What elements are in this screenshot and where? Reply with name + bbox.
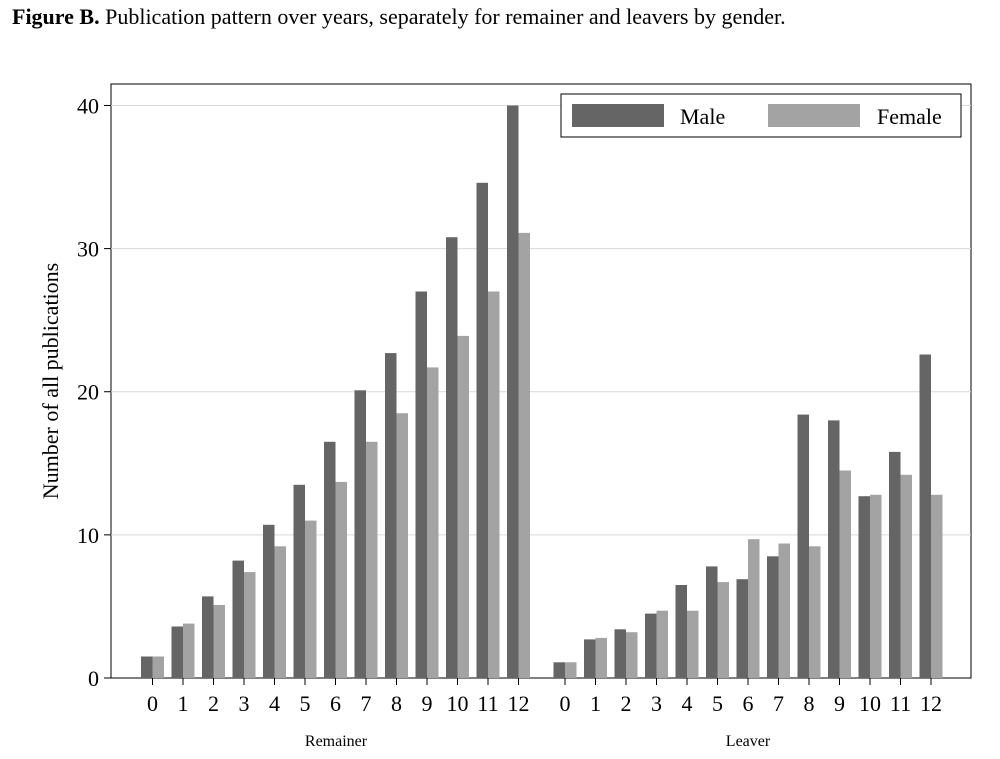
bar-leaver-male-0 bbox=[553, 662, 565, 678]
legend-label-male: Male bbox=[680, 104, 725, 129]
bar-remainer-female-4 bbox=[274, 546, 286, 678]
x-tick-label: 3 bbox=[239, 691, 250, 716]
x-tick-label: 7 bbox=[361, 691, 372, 716]
legend-label-female: Female bbox=[877, 104, 942, 129]
x-tick-label: 7 bbox=[773, 691, 784, 716]
x-tick-label: 11 bbox=[477, 691, 498, 716]
bar-leaver-male-11 bbox=[889, 451, 901, 678]
bar-remainer-female-3 bbox=[244, 572, 256, 678]
bar-leaver-female-12 bbox=[931, 494, 943, 678]
bar-leaver-female-0 bbox=[565, 662, 577, 678]
plot-frame bbox=[110, 83, 972, 679]
bar-leaver-male-2 bbox=[614, 629, 626, 678]
bar-remainer-male-5 bbox=[293, 484, 305, 678]
bar-leaver-female-5 bbox=[717, 582, 729, 678]
bar-leaver-female-11 bbox=[900, 474, 912, 678]
bar-leaver-male-3 bbox=[645, 613, 657, 678]
y-tick-label: 10 bbox=[77, 523, 99, 548]
x-tick-label: 5 bbox=[712, 691, 723, 716]
bar-remainer-male-10 bbox=[446, 237, 458, 678]
bar-remainer-female-10 bbox=[457, 335, 469, 678]
bar-remainer-male-1 bbox=[171, 626, 183, 678]
x-tick-label: 0 bbox=[560, 691, 571, 716]
group-label-remainer: Remainer bbox=[305, 733, 368, 750]
bar-leaver-female-3 bbox=[656, 610, 668, 678]
bar-leaver-female-7 bbox=[778, 543, 790, 678]
x-tick-label: 0 bbox=[147, 691, 158, 716]
gridlines bbox=[111, 104, 971, 536]
x-tick-label: 12 bbox=[920, 691, 942, 716]
figure-caption: Figure B. Publication pattern over years… bbox=[12, 4, 786, 30]
x-tick-label: 2 bbox=[621, 691, 632, 716]
y-tick-label: 20 bbox=[77, 380, 99, 405]
bar-remainer-male-0 bbox=[141, 656, 153, 678]
bar-leaver-female-10 bbox=[870, 494, 882, 678]
bar-remainer-male-12 bbox=[507, 105, 519, 678]
legend-swatch-female bbox=[768, 104, 860, 127]
x-tick-label: 10 bbox=[859, 691, 881, 716]
bar-remainer-female-7 bbox=[366, 441, 378, 678]
bar-leaver-male-9 bbox=[828, 420, 840, 678]
x-tick-label: 1 bbox=[178, 691, 189, 716]
bar-remainer-male-3 bbox=[232, 560, 244, 678]
x-tick-label: 11 bbox=[890, 691, 911, 716]
bar-leaver-male-12 bbox=[919, 354, 931, 678]
x-tick-label: 8 bbox=[391, 691, 402, 716]
x-tick-label: 5 bbox=[300, 691, 311, 716]
x-tick-label: 10 bbox=[447, 691, 469, 716]
x-tick-label: 3 bbox=[651, 691, 662, 716]
bars bbox=[141, 105, 943, 679]
x-tick-label: 9 bbox=[834, 691, 845, 716]
bar-remainer-male-11 bbox=[476, 182, 488, 679]
x-tick-label: 4 bbox=[269, 691, 280, 716]
bar-leaver-female-2 bbox=[626, 632, 638, 678]
y-tick-label: 40 bbox=[77, 93, 99, 118]
bar-remainer-male-7 bbox=[354, 390, 366, 678]
bar-remainer-female-1 bbox=[183, 623, 195, 678]
bar-leaver-female-6 bbox=[748, 539, 760, 678]
y-axis-label: Number of all publications bbox=[38, 263, 63, 499]
bar-leaver-female-4 bbox=[687, 610, 699, 678]
bar-remainer-female-11 bbox=[488, 291, 500, 678]
figure-caption-text: Publication pattern over years, separate… bbox=[105, 4, 786, 29]
x-tick-label: 9 bbox=[422, 691, 433, 716]
x-tick-label: 2 bbox=[208, 691, 219, 716]
bar-leaver-male-4 bbox=[675, 585, 687, 678]
bar-leaver-male-10 bbox=[858, 496, 870, 678]
legend-swatch-male bbox=[572, 104, 664, 127]
bar-remainer-male-8 bbox=[385, 353, 397, 678]
x-tick-label: 1 bbox=[590, 691, 601, 716]
bar-remainer-female-6 bbox=[335, 481, 347, 678]
legend: Male Female bbox=[560, 93, 962, 138]
x-tick-label: 8 bbox=[804, 691, 815, 716]
bar-leaver-male-8 bbox=[797, 414, 809, 678]
y-tick-label: 30 bbox=[77, 237, 99, 262]
bar-remainer-female-12 bbox=[518, 232, 530, 678]
x-tick-label: 12 bbox=[508, 691, 530, 716]
bar-remainer-male-4 bbox=[263, 524, 275, 678]
bar-remainer-female-2 bbox=[213, 605, 225, 678]
figure-label: Figure B. bbox=[12, 4, 100, 29]
bar-remainer-female-0 bbox=[152, 656, 164, 678]
bar-remainer-female-9 bbox=[427, 367, 439, 678]
bar-remainer-female-5 bbox=[305, 520, 317, 678]
bar-leaver-male-6 bbox=[736, 579, 748, 678]
x-tick-label: 6 bbox=[330, 691, 341, 716]
bar-remainer-female-8 bbox=[396, 413, 408, 678]
bar-leaver-female-9 bbox=[839, 470, 851, 678]
x-tick-label: 4 bbox=[682, 691, 693, 716]
bar-remainer-male-2 bbox=[202, 596, 214, 678]
y-tick-label: 0 bbox=[88, 666, 99, 691]
bar-leaver-female-1 bbox=[595, 637, 607, 678]
bar-leaver-male-7 bbox=[767, 556, 779, 678]
group-label-leaver: Leaver bbox=[726, 733, 771, 750]
bar-leaver-male-5 bbox=[706, 566, 718, 678]
x-tick-label: 6 bbox=[743, 691, 754, 716]
bar-leaver-female-8 bbox=[809, 546, 821, 678]
bar-leaver-male-1 bbox=[584, 639, 596, 678]
bar-remainer-male-6 bbox=[324, 441, 336, 678]
bar-remainer-male-9 bbox=[415, 291, 427, 678]
